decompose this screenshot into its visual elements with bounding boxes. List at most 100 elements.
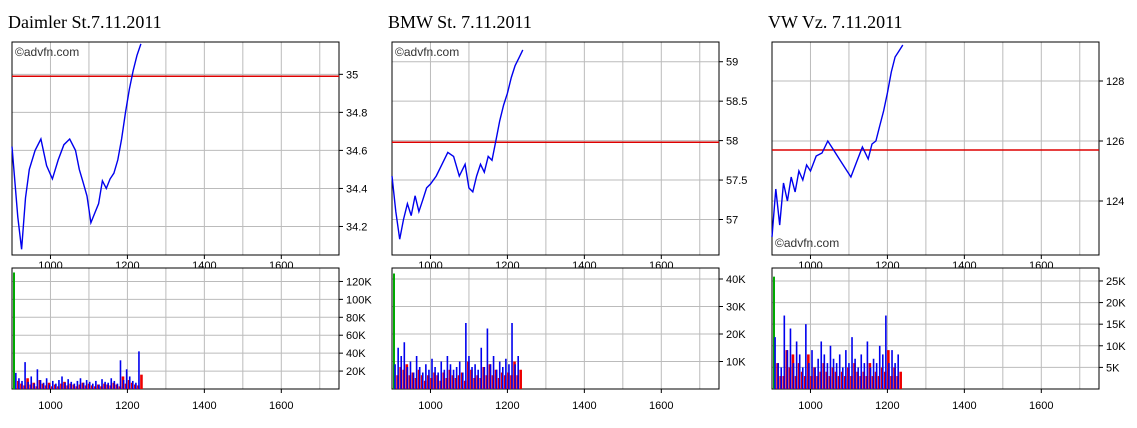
volume-y-tick-label: 20K [1106,298,1126,310]
volume-bar-up [21,380,23,389]
volume-bar-up [789,328,792,389]
volume-bar-up [517,356,519,389]
volume-bar-up [878,345,881,389]
volume-bar-up [838,354,841,389]
volume-bar-up [783,315,786,389]
volume-bar-up [845,350,847,389]
volume-bar-up [48,384,51,389]
volume-y-tick-label: 100K [346,294,372,306]
volume-bar-up [434,367,436,389]
volume-bar-up [885,315,887,389]
volume-y-tick-label: 20K [346,366,366,378]
chart-title: VW Vz. 7.11.2011 [768,12,903,32]
volume-y-tick-label: 120K [346,276,372,288]
volume-bar-up [64,382,66,389]
volume-bar-up [814,367,816,389]
volume-bar-up [483,367,486,389]
volume-y-tick-label: 60K [346,330,366,342]
volume-x-tick-label: 1200 [115,400,139,412]
volume-bar-up [101,379,103,389]
chart-svg: 35 34.8 34.6 34.4 34.2 ©advfn.com 1000 1400 1200… [11,41,372,412]
volume-x-tick-label: 1400 [572,400,596,412]
volume-bar-up [415,356,418,389]
volume-plot-frame [771,267,1100,390]
volume-bar-down [140,374,143,389]
watermark-logo: ©advfn.com [775,236,839,250]
volume-bar-up [425,364,427,389]
volume-bar-up [480,347,483,389]
volume-bar-up [119,360,122,389]
volume-bar-up [135,382,137,389]
volume-bar-down [899,371,902,389]
volume-bar-up [511,323,513,389]
volume-bar-up [489,364,492,389]
volume-bar-up [42,382,45,389]
volume-plot-frame [391,267,720,390]
volume-plot-area [392,268,719,389]
volume-bar-up [875,363,878,389]
volume-bar-up [829,345,832,389]
volume-bar-up [431,358,433,389]
volume-bar-up [27,381,29,389]
price-plot-frame [391,41,720,256]
volume-bar-up [30,376,33,389]
price-y-tick-label: 58 [726,136,738,148]
volume-bar-up [498,361,501,389]
volume-bar-up [85,380,88,389]
volume-x-tick-label: 1000 [38,400,62,412]
volume-bar-up [792,363,795,389]
volume-bar-up [437,372,439,389]
volume-y-tick-label: 30K [726,302,746,314]
volume-plot-area [12,268,339,389]
volume-bar-up [443,369,446,389]
volume-bar-up [73,383,76,389]
volume-y-tick-label: 20K [726,329,746,341]
price-plot-frame [771,41,1100,256]
volume-bar-up [113,380,116,389]
volume-bar-up [474,364,476,389]
chart-panel-vw: VW Vz. 7.11.2011 128 126 124 ©advfn.com 1000… [768,0,1137,428]
volume-bar-up [795,341,798,389]
volume-bar-up [486,328,489,389]
watermark-logo: ©advfn.com [15,45,79,59]
volume-bar-up [492,356,495,389]
volume-bar-up [881,354,884,389]
volume-x-tick-label: 1600 [649,400,673,412]
volume-y-tick-label: 40K [726,274,746,286]
volume-x-tick-label: 1600 [1029,400,1053,412]
price-plot-area [12,42,339,255]
volume-bar-up [394,364,396,389]
volume-bar-up [458,361,461,389]
volume-bar-up [857,367,859,389]
volume-bar-up [82,382,85,389]
volume-bar-up [98,384,100,389]
volume-bar-up [39,380,42,389]
volume-bar-open [13,272,15,389]
volume-bar-up [514,364,516,389]
volume-bar-up [440,361,443,389]
volume-bar-up [138,351,140,389]
volume-bar-up [823,354,826,389]
volume-bar-up [67,379,69,389]
volume-bar-up [449,364,452,389]
volume-bar-up [851,337,853,389]
volume-bar-up [409,361,412,389]
price-y-tick-label: 34.2 [346,221,367,233]
price-y-tick-label: 124 [1106,196,1124,208]
price-y-tick-label: 34.4 [346,183,367,195]
volume-plot-area [772,268,1099,389]
volume-x-tick-label: 1200 [495,400,519,412]
volume-bar-up [777,363,779,389]
volume-bar-up [891,350,893,389]
volume-bar-up [406,367,409,389]
volume-y-tick-label: 10K [726,357,746,369]
volume-bar-up [505,358,507,389]
volume-bar-up [495,369,498,389]
volume-x-tick-label: 1400 [952,400,976,412]
volume-bar-up [854,358,856,389]
volume-bar-up [835,363,838,389]
volume-bar-up [817,358,819,389]
volume-bar-up [872,358,875,389]
volume-bar-up [397,347,399,389]
price-y-tick-label: 57 [726,215,738,227]
